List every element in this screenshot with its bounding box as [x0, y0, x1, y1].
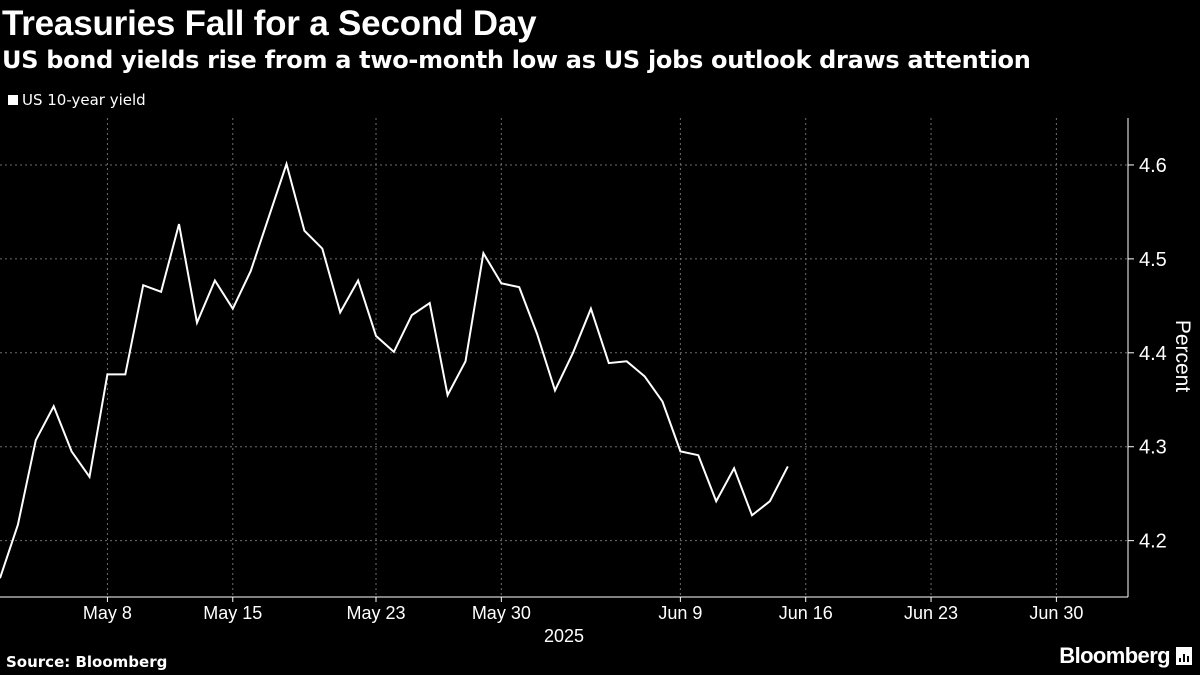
x-tick-label: Jun 23	[904, 603, 958, 623]
legend-swatch	[8, 95, 18, 105]
source-note: Source: Bloomberg	[6, 653, 168, 671]
chart-subtitle: US bond yields rise from a two-month low…	[2, 46, 1031, 74]
x-tick-label: May 15	[203, 603, 262, 623]
y-tick-label: 4.3	[1139, 437, 1167, 459]
y-tick-label: 4.2	[1139, 531, 1167, 553]
x-tick-label: May 23	[346, 603, 405, 623]
legend: US 10-year yield	[8, 91, 146, 109]
bloomberg-terminal-icon	[1176, 647, 1192, 665]
gridlines	[0, 118, 1128, 597]
legend-label: US 10-year yield	[22, 91, 146, 109]
brand-logo: Bloomberg	[1059, 643, 1192, 669]
x-tick-label: Jun 9	[658, 603, 702, 623]
series-group	[0, 160, 789, 579]
series-line-us-10-year-yield	[0, 160, 789, 579]
tick-labels: 4.2 4.3 4.4 4.5 4.6 May 8 May 15 May 23 May 30 Ju…	[83, 155, 1167, 623]
x-tick-label: May 30	[472, 603, 531, 623]
y-tick-label: 4.4	[1139, 343, 1167, 365]
y-axis-label: Percent	[1171, 320, 1194, 393]
x-tick-label: May 8	[83, 603, 132, 623]
axes	[0, 118, 1134, 602]
chart-title: Treasuries Fall for a Second Day	[2, 4, 537, 43]
x-axis-year-label: 2025	[544, 626, 584, 646]
x-tick-label: Jun 30	[1029, 603, 1083, 623]
brand-name: Bloomberg	[1059, 643, 1170, 668]
x-tick-label: Jun 16	[779, 603, 833, 623]
y-tick-label: 4.6	[1139, 155, 1167, 177]
y-tick-label: 4.5	[1139, 249, 1167, 271]
